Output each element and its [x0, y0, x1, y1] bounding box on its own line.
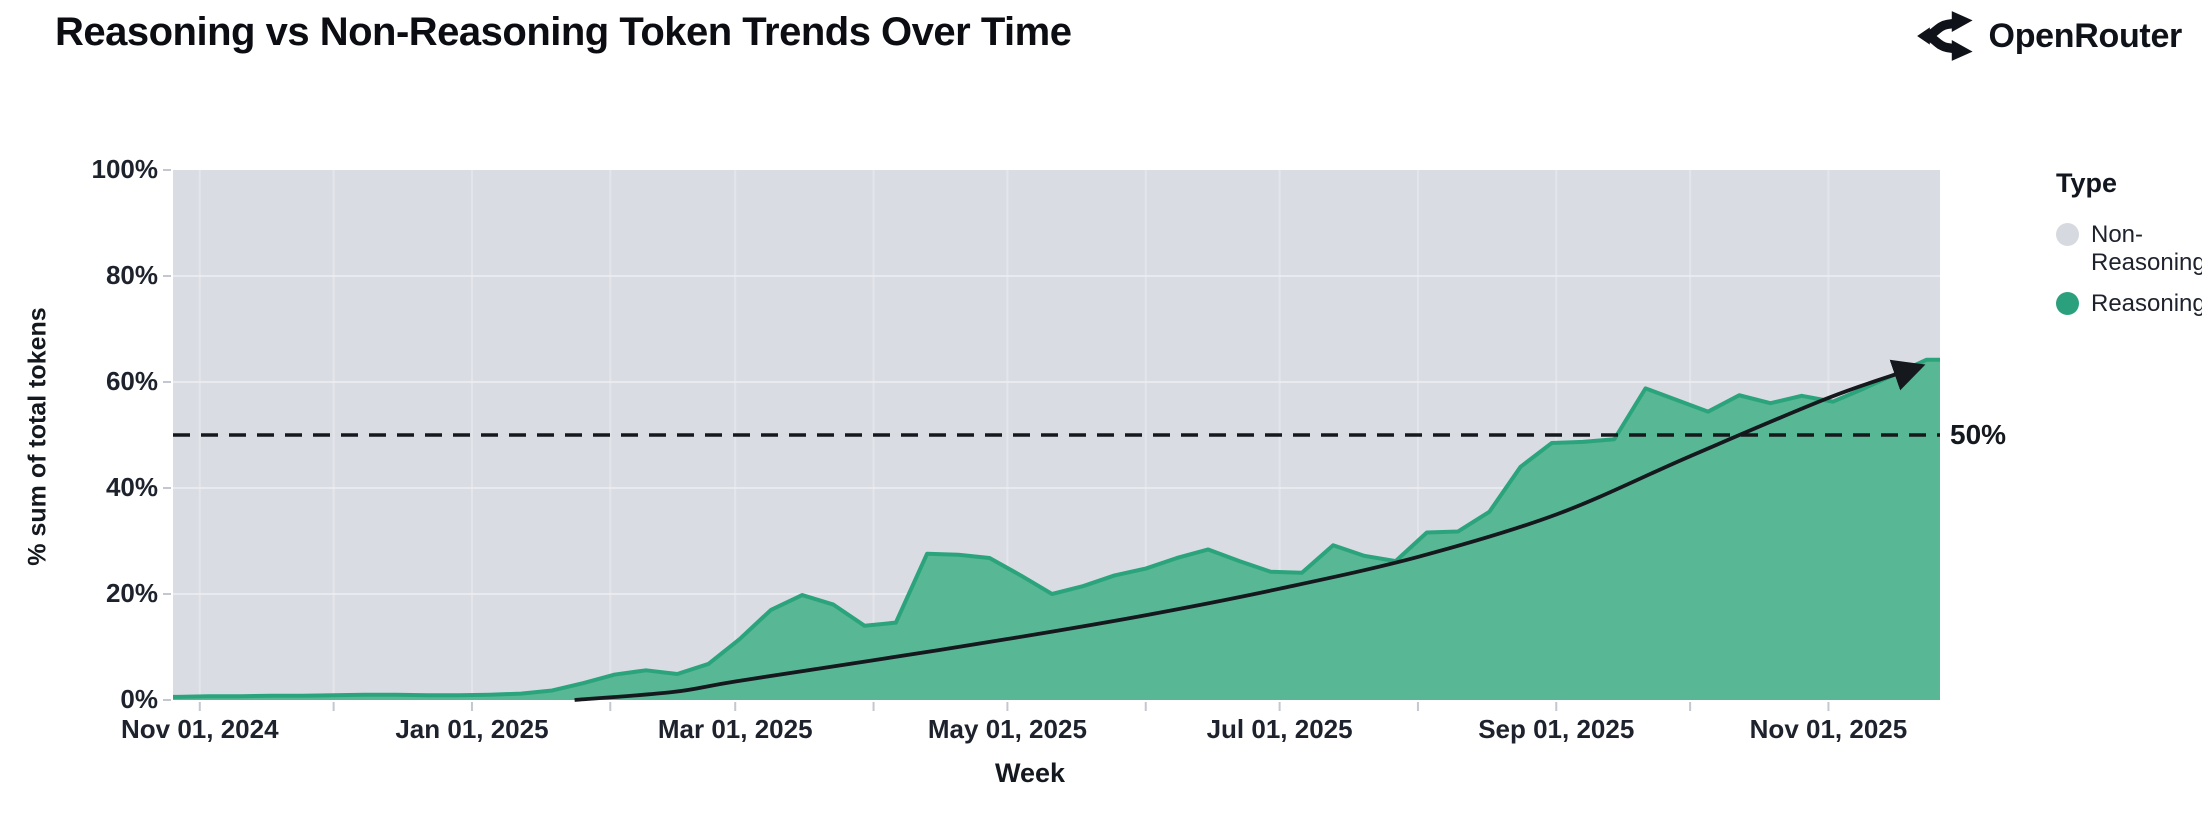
reference-line-label: 50%	[1950, 419, 2007, 450]
x-axis-title: Week	[994, 758, 1066, 788]
y-tick-label: 20%	[105, 578, 158, 608]
legend-item-reasoning: Reasoning	[2056, 290, 2202, 318]
legend-swatch-icon	[2056, 292, 2079, 316]
y-tick-label: 0%	[120, 684, 158, 714]
legend-swatch-icon	[2056, 223, 2079, 246]
y-tick-label: 60%	[105, 366, 158, 396]
y-tick-label: 80%	[105, 260, 158, 290]
x-tick-label: May 01, 2025	[927, 714, 1087, 744]
x-tick-label: Nov 01, 2025	[1749, 714, 1908, 744]
legend: Type Non-Reasoning Reasoning	[2056, 168, 2202, 332]
y-tick-label: 100%	[91, 154, 159, 184]
reasoning-line	[173, 357, 1940, 699]
page-title: Reasoning vs Non-Reasoning Token Trends …	[55, 10, 1072, 54]
legend-label: Reasoning	[2091, 290, 2202, 318]
y-tick-label: 40%	[105, 472, 158, 502]
x-tick-label: Jul 01, 2025	[1206, 714, 1353, 744]
x-tick-label: Jan 01, 2025	[395, 714, 549, 744]
legend-title: Type	[2056, 168, 2118, 198]
brand-name: OpenRouter	[1988, 16, 2183, 55]
x-tick-label: Nov 01, 2024	[120, 714, 279, 744]
trend-arrow	[574, 359, 1926, 702]
x-tick-label: Mar 01, 2025	[657, 714, 813, 744]
legend-item-non-reasoning: Non-Reasoning	[2056, 221, 2202, 276]
legend-label: Non-Reasoning	[2091, 221, 2202, 276]
openrouter-logo: OpenRouter	[1916, 10, 2183, 62]
legend-items: Non-Reasoning Reasoning	[2056, 221, 2202, 318]
x-tick-label: Sep 01, 2025	[1478, 714, 1635, 744]
openrouter-icon	[1916, 11, 1973, 61]
reasoning-area	[173, 359, 1940, 700]
